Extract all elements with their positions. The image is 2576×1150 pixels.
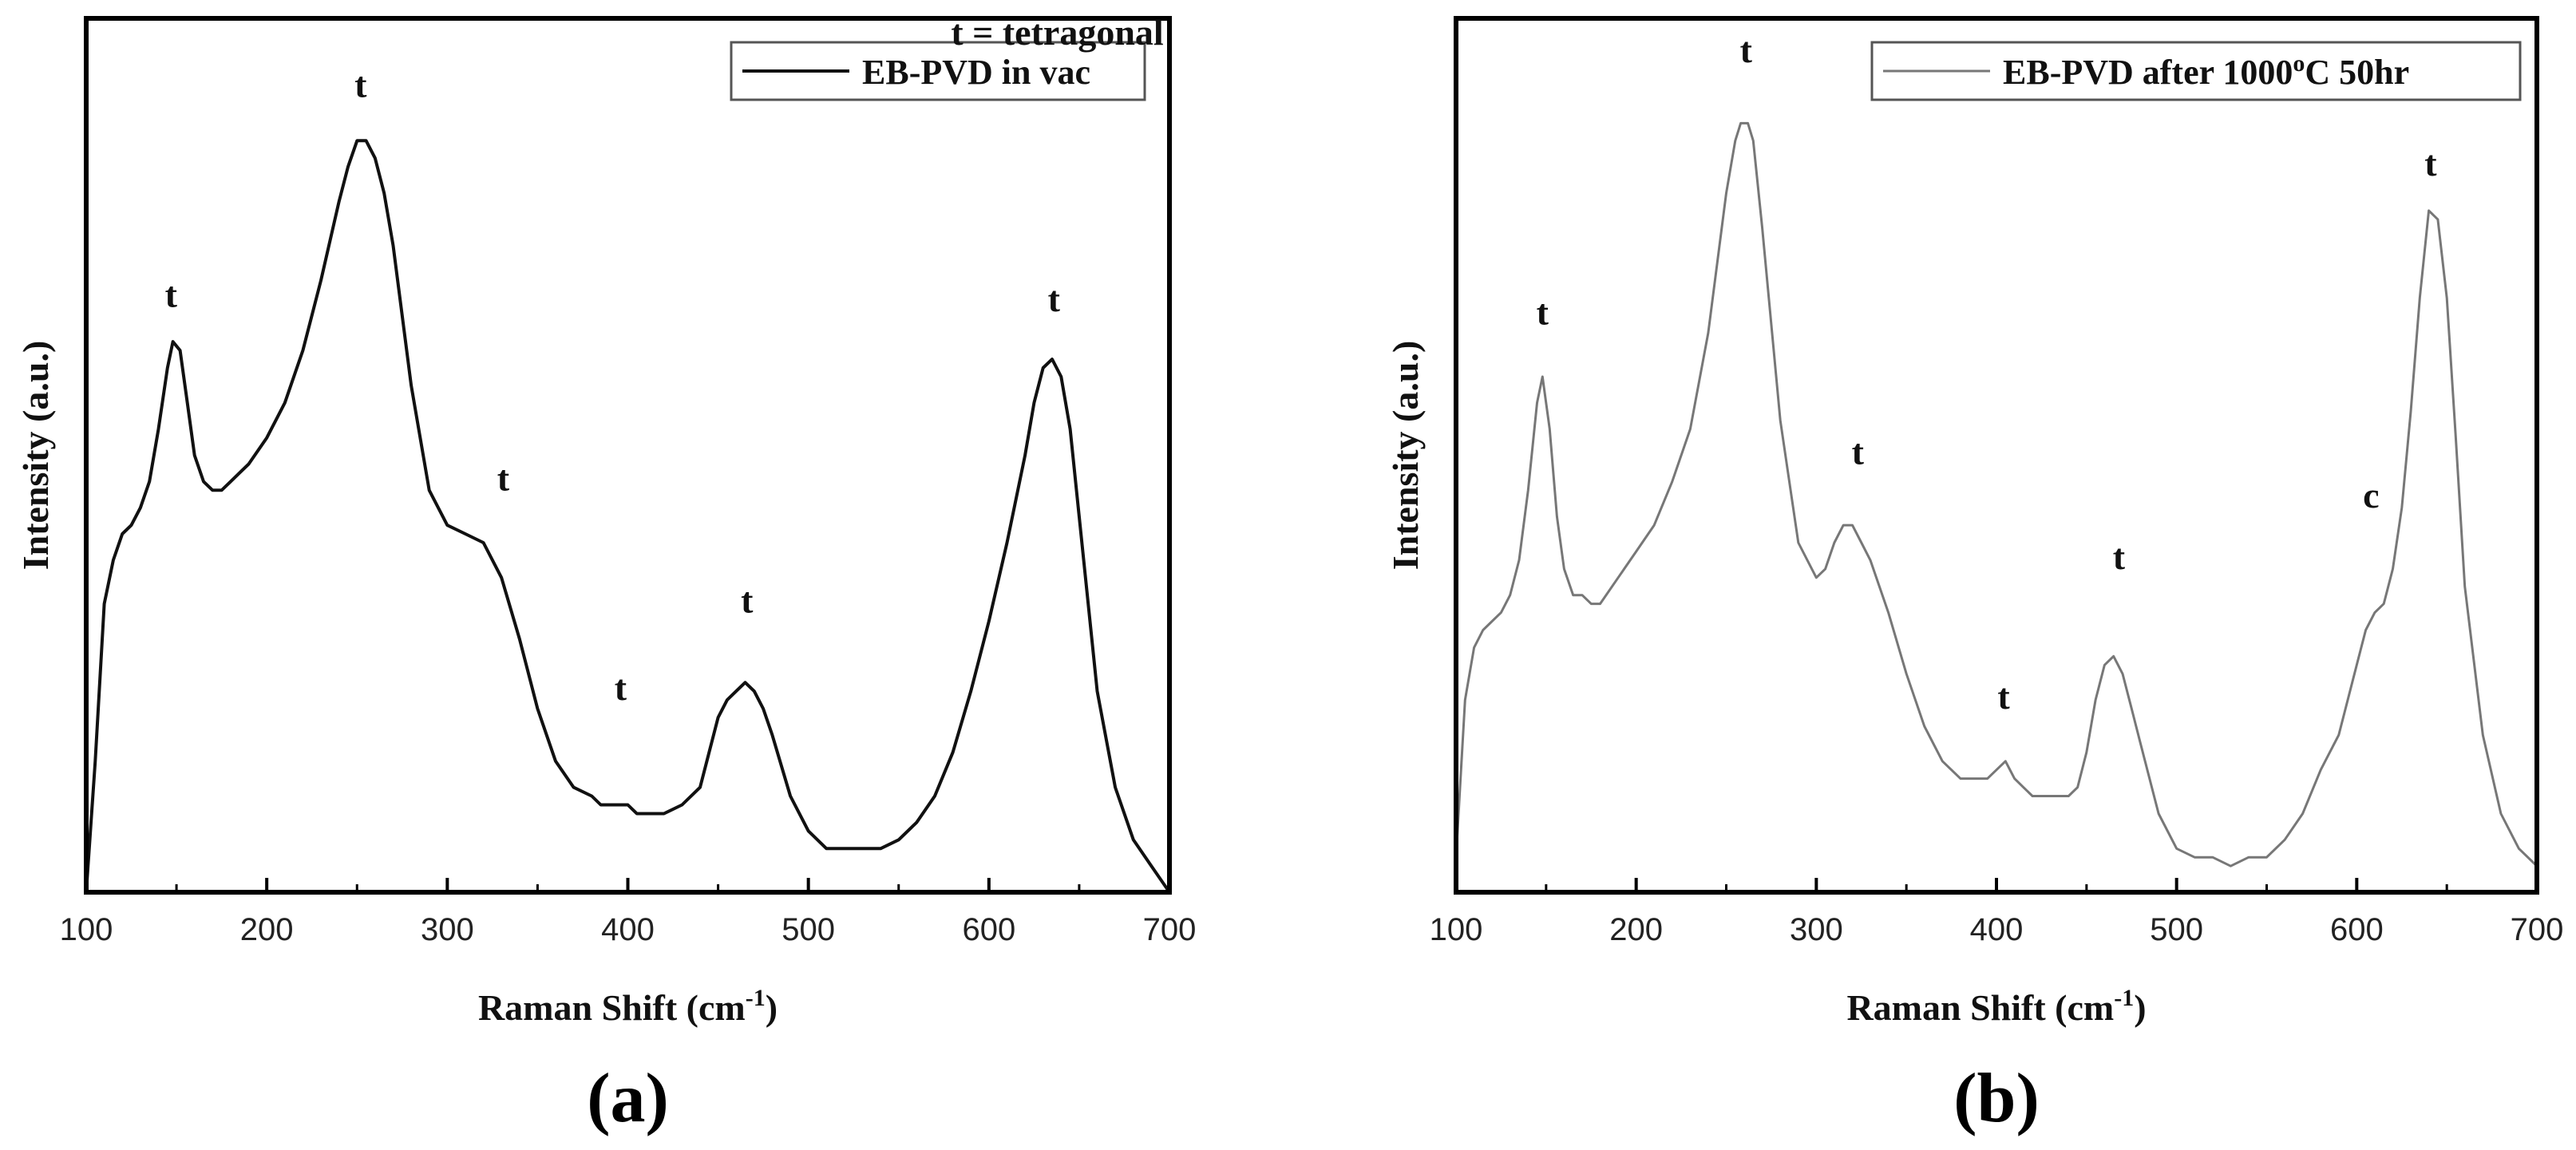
- x-tick-label-b-3: 400: [1970, 912, 2024, 947]
- x-tick-label-b-0: 100: [1430, 912, 1483, 947]
- x-axis-title-b: Raman Shift (cm-1): [1846, 985, 2146, 1028]
- peak-label-b-5: c: [2363, 475, 2379, 516]
- x-axis-title-a: Raman Shift (cm-1): [478, 985, 778, 1028]
- axes-frame-a: [84, 16, 1172, 895]
- legend-label-end: C 50hr: [2305, 53, 2409, 92]
- peak-label-a-1: t: [354, 65, 367, 105]
- x-tick-label-a-0: 100: [60, 912, 113, 947]
- x-tick-label-b-4: 500: [2150, 912, 2203, 947]
- peak-label-a-4: t: [741, 580, 754, 621]
- x-axis-title-text: Raman Shift (cm: [478, 987, 746, 1028]
- legend-label-main: EB-PVD after 1000: [2003, 53, 2293, 92]
- annotation-key-a-6: t = tetragonal: [951, 12, 1163, 53]
- peak-label-a-5: t: [1048, 279, 1061, 319]
- legend-label-b: EB-PVD after 1000oC 50hr: [2003, 50, 2409, 92]
- peak-label-b-3: t: [1997, 676, 2010, 717]
- chart-a: 100 200 300 400 500 600 700 Raman Shift (cm-1) I…: [15, 12, 1196, 1137]
- x-axis-title-end: ): [766, 987, 778, 1028]
- x-axis-title-superscript: -1: [2114, 985, 2134, 1011]
- series-line-a-0: [85, 139, 1171, 894]
- legend-b: EB-PVD after 1000oC 50hr: [1870, 41, 2522, 101]
- legend-label-a: EB-PVD in vac: [862, 53, 1090, 92]
- x-axis-title-end: ): [2134, 987, 2146, 1028]
- x-tick-label-b-1: 200: [1609, 912, 1663, 947]
- peak-label-a-3: t: [615, 667, 627, 708]
- legend-box-b: [1870, 41, 2522, 101]
- peak-label-b-4: t: [2113, 536, 2126, 577]
- legend-a: EB-PVD in vac: [730, 41, 1146, 101]
- x-axis-title-superscript: -1: [746, 985, 766, 1011]
- x-tick-label-a-6: 700: [1143, 912, 1197, 947]
- panel-label-b: (b): [1953, 1060, 2040, 1137]
- peak-label-b-1: t: [1740, 30, 1753, 70]
- legend-label-superscript: o: [2293, 50, 2305, 77]
- chart-b: 100 200 300 400 500 600 700 Raman Shift (cm-1) I…: [1385, 16, 2564, 1137]
- x-tick-label-a-4: 500: [782, 912, 835, 947]
- axes-frame-b: [1454, 16, 2539, 895]
- peak-label-a-0: t: [165, 274, 178, 314]
- y-axis-title-b: Intensity (a.u.): [1385, 341, 1426, 571]
- x-tick-label-b-2: 300: [1790, 912, 1843, 947]
- x-tick-label-a-3: 400: [601, 912, 655, 947]
- x-tick-label-b-5: 600: [2330, 912, 2384, 947]
- peak-label-b-6: t: [2424, 143, 2437, 184]
- peak-label-b-2: t: [1852, 431, 1865, 472]
- panel-label-a: (a): [587, 1060, 669, 1137]
- y-axis-title-a: Intensity (a.u.): [15, 341, 56, 571]
- x-tick-label-a-1: 200: [240, 912, 294, 947]
- peak-label-a-2: t: [497, 457, 510, 498]
- series-line-b-0: [1454, 121, 2538, 867]
- peak-label-b-0: t: [1537, 291, 1549, 332]
- x-axis-title-text: Raman Shift (cm: [1846, 987, 2114, 1028]
- x-tick-label-a-2: 300: [421, 912, 474, 947]
- x-tick-label-a-5: 600: [962, 912, 1015, 947]
- x-tick-label-b-6: 700: [2511, 912, 2564, 947]
